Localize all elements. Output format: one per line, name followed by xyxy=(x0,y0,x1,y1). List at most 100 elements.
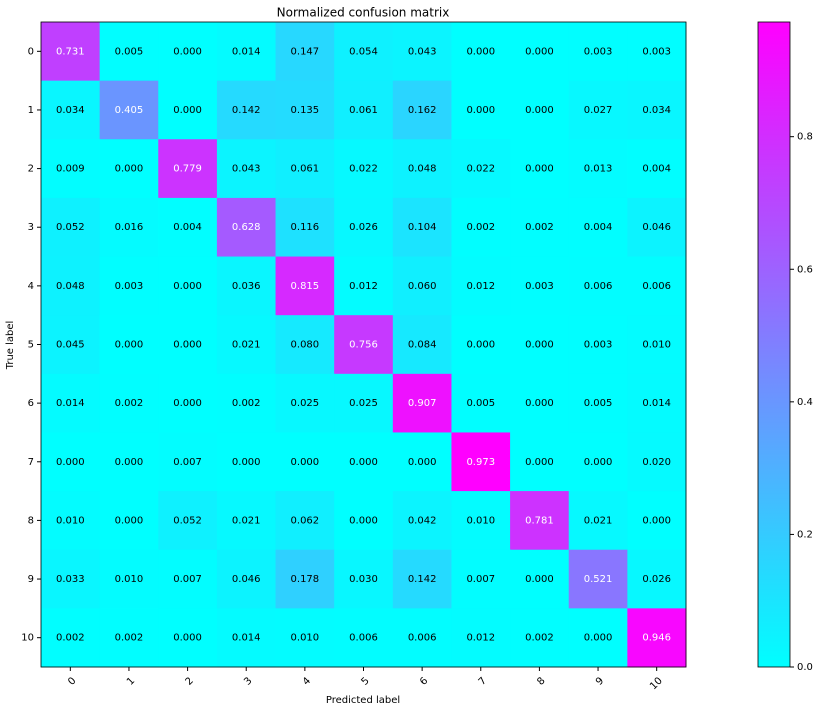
colorbar-tick-label: 0.2 xyxy=(797,529,813,540)
cell xyxy=(568,197,628,258)
cell-label: 0.042 xyxy=(408,515,437,526)
cell-label: 0.002 xyxy=(232,398,261,409)
cell xyxy=(451,549,511,609)
cell-label: 0.000 xyxy=(525,164,554,175)
cell xyxy=(627,315,687,375)
cell-label: 0.162 xyxy=(408,105,437,116)
cell-label: 0.002 xyxy=(525,633,554,644)
cell xyxy=(41,139,101,199)
cell xyxy=(627,549,687,609)
cell xyxy=(216,197,277,258)
cell-label: 0.000 xyxy=(525,46,554,57)
cell xyxy=(158,139,218,199)
cell xyxy=(451,80,511,140)
cell-label: 0.004 xyxy=(642,164,671,175)
cell-label: 0.756 xyxy=(349,340,378,351)
cell-label: 0.006 xyxy=(584,281,613,292)
x-tick-label: 5 xyxy=(359,675,371,687)
y-tick-label: 7 xyxy=(28,457,34,468)
cell-label: 0.033 xyxy=(56,574,85,585)
cell xyxy=(275,315,335,375)
cell xyxy=(568,432,628,492)
cell-label: 0.027 xyxy=(584,105,613,116)
cell xyxy=(627,197,687,258)
colorbar xyxy=(757,21,791,668)
cell xyxy=(216,22,277,82)
cell-label: 0.013 xyxy=(584,164,613,175)
cell-label: 0.000 xyxy=(349,515,378,526)
y-tick-label: 2 xyxy=(28,164,34,175)
cell xyxy=(158,373,218,433)
cell-label: 0.026 xyxy=(642,574,671,585)
cell-label: 0.000 xyxy=(173,633,202,644)
cell xyxy=(275,608,335,668)
cell xyxy=(216,256,277,316)
cell-label: 0.012 xyxy=(466,633,495,644)
cell xyxy=(451,256,511,316)
cell-label: 0.002 xyxy=(466,222,495,233)
cell-label: 0.046 xyxy=(232,574,261,585)
cell-label: 0.000 xyxy=(466,46,495,57)
cell-label: 0.060 xyxy=(408,281,437,292)
y-tick-label: 1 xyxy=(28,105,34,116)
cell-label: 0.012 xyxy=(466,281,495,292)
cell xyxy=(510,549,570,609)
cell xyxy=(568,315,628,375)
cell xyxy=(510,80,570,140)
cell xyxy=(627,256,687,316)
x-tick-label: 1 xyxy=(125,675,137,687)
cell-label: 0.628 xyxy=(232,222,261,233)
cell xyxy=(568,80,628,140)
cell-label: 0.046 xyxy=(642,222,671,233)
cell-label: 0.946 xyxy=(642,633,671,644)
cell-label: 0.003 xyxy=(525,281,554,292)
cell xyxy=(99,22,159,82)
cell-label: 0.781 xyxy=(525,515,554,526)
cell xyxy=(99,80,159,140)
y-axis-label: True label xyxy=(5,321,16,371)
colorbar-tick-label: 0.4 xyxy=(797,397,813,408)
cell-label: 0.014 xyxy=(232,633,261,644)
cell xyxy=(41,491,101,551)
cell-label: 0.000 xyxy=(525,340,554,351)
cell xyxy=(216,549,277,609)
cell-label: 0.000 xyxy=(173,398,202,409)
cell xyxy=(451,139,511,199)
cell xyxy=(510,139,570,199)
cell-label: 0.014 xyxy=(642,398,671,409)
cell xyxy=(334,491,394,551)
cell-label: 0.021 xyxy=(232,515,261,526)
cell xyxy=(41,608,101,668)
x-tick-label: 6 xyxy=(418,675,430,687)
cell-label: 0.116 xyxy=(291,222,320,233)
cell xyxy=(392,315,452,375)
cell-label: 0.022 xyxy=(349,164,378,175)
cell-label: 0.025 xyxy=(291,398,320,409)
cell-label: 0.030 xyxy=(349,574,378,585)
cell-label: 0.000 xyxy=(115,457,144,468)
cell-label: 0.010 xyxy=(56,515,85,526)
colorbar-tick-label: 0.0 xyxy=(797,662,813,673)
cell-label: 0.054 xyxy=(349,46,378,57)
cell-label: 0.009 xyxy=(56,164,85,175)
cell xyxy=(99,315,159,375)
cell-label: 0.003 xyxy=(642,46,671,57)
cell xyxy=(41,315,101,375)
cell-label: 0.907 xyxy=(408,398,437,409)
y-tick-label: 6 xyxy=(28,398,34,409)
cell xyxy=(627,608,687,668)
cell xyxy=(510,22,570,82)
cell-label: 0.084 xyxy=(408,340,437,351)
cell-label: 0.007 xyxy=(173,574,202,585)
cell xyxy=(451,197,511,258)
cell xyxy=(510,432,570,492)
cell xyxy=(41,197,101,258)
x-tick-label: 0 xyxy=(66,675,78,687)
cell xyxy=(392,22,452,82)
cell-label: 0.003 xyxy=(115,281,144,292)
cell-label: 0.000 xyxy=(232,457,261,468)
cell-label: 0.010 xyxy=(291,633,320,644)
cell xyxy=(275,22,335,82)
cell xyxy=(275,549,335,609)
cell xyxy=(392,139,452,199)
